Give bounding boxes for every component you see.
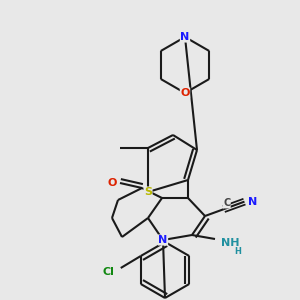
Text: C: C [223,198,230,208]
Text: S: S [144,187,152,197]
Text: N: N [158,235,168,245]
Text: N: N [180,32,190,42]
Text: O: O [107,178,117,188]
Text: H: H [235,248,242,256]
Text: N: N [248,196,257,207]
Text: O: O [180,88,190,98]
Text: Cl: Cl [103,267,115,277]
Text: NH: NH [221,238,239,248]
